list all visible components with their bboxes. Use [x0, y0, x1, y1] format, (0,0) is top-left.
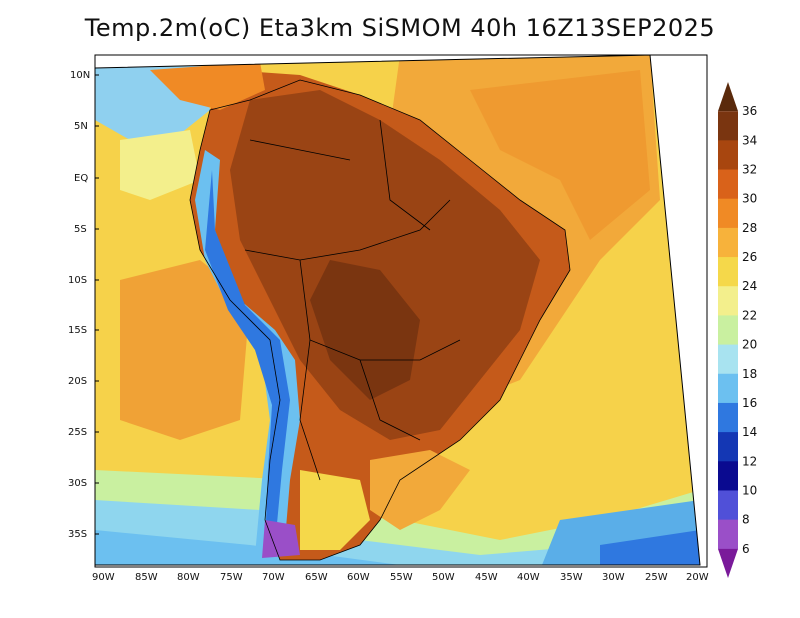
colorbar-label: 10 — [742, 483, 757, 497]
borders — [189, 79, 571, 561]
temperature-field — [95, 55, 700, 565]
colorbar-segment — [718, 315, 738, 346]
colorbar-label: 36 — [742, 104, 757, 118]
lon-label: 40W — [517, 572, 540, 583]
lat-label: EQ — [74, 173, 88, 184]
colorbar-label: 14 — [742, 425, 757, 439]
lat-label: 35S — [68, 529, 87, 540]
lon-label: 45W — [475, 572, 498, 583]
lat-label: 25S — [68, 427, 87, 438]
lat-label: 30S — [68, 478, 87, 489]
lat-label: 20S — [68, 376, 87, 387]
lat-label: 15S — [68, 325, 87, 336]
lon-label: 75W — [220, 572, 243, 583]
colorbar-label: 34 — [742, 133, 757, 147]
colorbar-segment — [718, 519, 738, 550]
longitude-axis: 90W 85W 80W 75W 70W 65W 60W 55W 50W 45W … — [92, 572, 709, 583]
colorbar-label: 32 — [742, 163, 757, 177]
colorbar-label: 20 — [742, 338, 757, 352]
lon-label: 35W — [560, 572, 583, 583]
colorbar-label: 16 — [742, 396, 757, 410]
colorbar-segment — [718, 344, 738, 375]
colorbar-label: 12 — [742, 454, 757, 468]
colorbar-segment — [718, 461, 738, 491]
lon-label: 70W — [262, 572, 285, 583]
colorbar-segment — [718, 111, 738, 141]
lon-label: 60W — [347, 572, 370, 583]
colorbar-segment — [718, 432, 738, 462]
colorbar-segment — [718, 82, 738, 112]
lat-label: 5S — [74, 224, 87, 235]
colorbar-label: 26 — [742, 250, 757, 264]
lat-label: 10S — [68, 275, 87, 286]
plot-frame — [94, 54, 708, 568]
colorbar-segment — [718, 169, 738, 200]
colorbar-label: 6 — [742, 542, 750, 556]
lon-label: 20W — [686, 572, 709, 583]
colorbar: 36 34 32 30 28 26 24 22 20 18 16 14 12 10 8 6 — [718, 82, 757, 578]
lon-label: 50W — [432, 572, 455, 583]
lat-label: 10N — [70, 70, 90, 81]
colorbar-segment — [718, 402, 738, 433]
colorbar-label: 24 — [742, 279, 757, 293]
lon-label: 85W — [135, 572, 158, 583]
colorbar-segment — [718, 286, 738, 316]
lon-label: 80W — [177, 572, 200, 583]
lon-label: 55W — [390, 572, 413, 583]
lat-ticks — [95, 74, 99, 535]
colorbar-segment — [718, 490, 738, 521]
colorbar-segment — [718, 548, 738, 578]
lon-label: 90W — [92, 572, 115, 583]
colorbar-label: 30 — [742, 192, 757, 206]
lon-label: 65W — [305, 572, 328, 583]
latitude-axis: 10N 5N EQ 5S 10S 15S 20S 25S 30S 35S — [68, 70, 90, 540]
colorbar-segment — [718, 257, 738, 287]
colorbar-segment — [718, 140, 738, 171]
colorbar-segment — [718, 373, 738, 404]
lat-label: 5N — [74, 121, 88, 132]
colorbar-segment — [718, 198, 738, 229]
colorbar-label: 28 — [742, 221, 757, 235]
map-title: Temp.2m(oC) Eta3km SiSMOM 40h 16Z13SEP20… — [84, 14, 716, 42]
lon-label: 25W — [645, 572, 668, 583]
colorbar-label: 18 — [742, 367, 757, 381]
colorbar-label: 22 — [742, 308, 757, 322]
colorbar-segment — [718, 227, 738, 258]
colorbar-label: 8 — [742, 513, 750, 527]
lon-label: 30W — [602, 572, 625, 583]
